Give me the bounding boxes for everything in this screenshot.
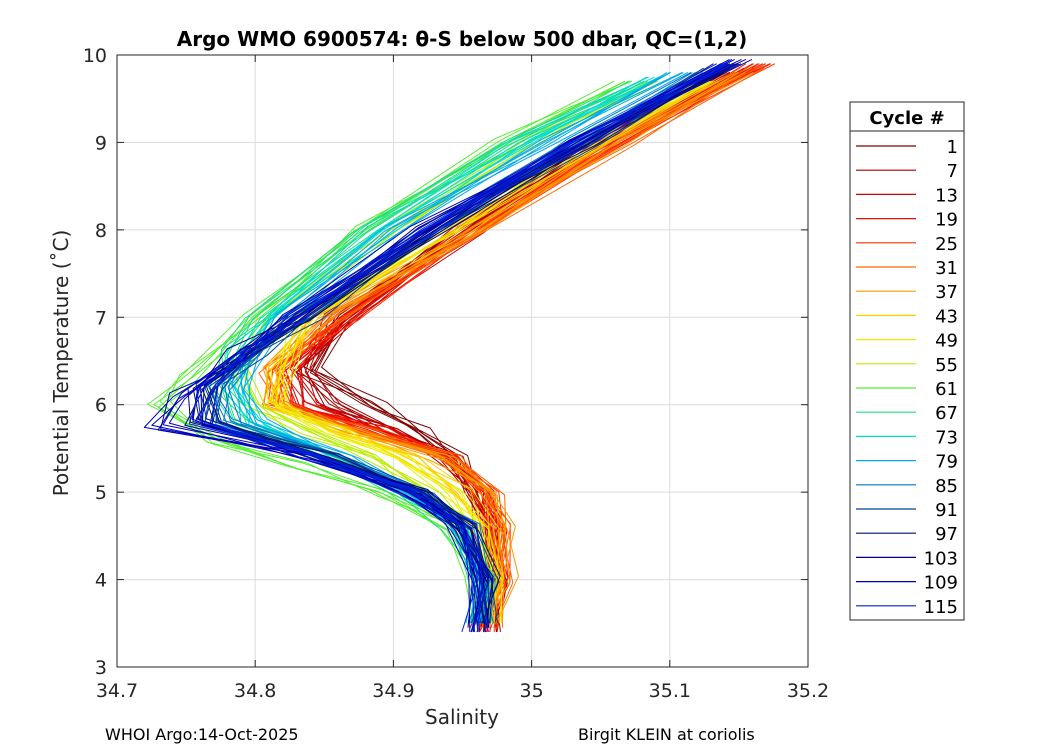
footer-author: Birgit KLEIN at coriolis bbox=[578, 725, 755, 744]
legend-label: 85 bbox=[935, 476, 958, 497]
series-line-cycle-61 bbox=[147, 80, 633, 624]
series-line-cycle-115 bbox=[195, 63, 725, 633]
legend: Cycle # 1 7 13 19 25 31 37 43 49 55 61 67 73 79 85 91 97… bbox=[849, 101, 965, 621]
legend-label: 31 bbox=[935, 258, 958, 279]
legend-title: Cycle # bbox=[869, 108, 944, 129]
legend-label: 1 bbox=[947, 137, 958, 158]
legend-label: 73 bbox=[935, 427, 958, 448]
legend-label: 61 bbox=[935, 379, 958, 400]
y-tick-label: 5 bbox=[95, 482, 107, 504]
series-line-cycle-13 bbox=[306, 67, 754, 628]
series-line-cycle-31 bbox=[278, 67, 752, 628]
x-tick-label: 35.2 bbox=[787, 680, 829, 702]
legend-label: 43 bbox=[935, 306, 958, 327]
x-axis-ticks: 34.7 34.8 34.9 35 35.1 35.2 bbox=[96, 55, 829, 702]
legend-label: 55 bbox=[935, 355, 958, 376]
legend-label: 37 bbox=[935, 282, 958, 303]
series-line-cycle-19 bbox=[285, 63, 771, 633]
grid bbox=[116, 54, 809, 668]
legend-label: 91 bbox=[935, 500, 958, 521]
series-line-cycle-43 bbox=[270, 80, 719, 624]
series-lines bbox=[143, 58, 776, 633]
footer-source: WHOI Argo:14-Oct-2025 bbox=[105, 725, 299, 744]
x-tick-label: 35 bbox=[520, 680, 544, 702]
legend-items: 1 7 13 19 25 31 37 43 49 55 61 67 73 79 85 91 97 103 109 11… bbox=[856, 137, 958, 618]
plot-frame bbox=[116, 54, 809, 668]
series-line-cycle-109 bbox=[151, 58, 735, 633]
series-line-cycle-25 bbox=[276, 63, 776, 633]
series-line-cycle-103 bbox=[200, 63, 735, 628]
legend-label: 19 bbox=[935, 210, 958, 231]
series-line-cycle-115 bbox=[194, 63, 726, 633]
series-line-cycle-1 bbox=[321, 72, 735, 633]
series-line-cycle-79 bbox=[237, 72, 668, 624]
series-line-cycle-79 bbox=[243, 72, 683, 624]
series-line-cycle-109 bbox=[168, 58, 742, 633]
legend-label: 115 bbox=[924, 597, 958, 618]
series-line-cycle-31 bbox=[271, 67, 765, 628]
series-line-cycle-109 bbox=[143, 58, 733, 633]
y-tick-label: 6 bbox=[95, 395, 107, 417]
series-line-cycle-43 bbox=[278, 80, 712, 624]
y-tick-label: 8 bbox=[95, 220, 107, 242]
chart-title: Argo WMO 6900574: θ-S below 500 dbar, QC… bbox=[177, 27, 747, 51]
legend-label: 109 bbox=[924, 573, 958, 594]
y-tick-label: 4 bbox=[95, 570, 107, 592]
legend-label: 79 bbox=[935, 452, 958, 473]
series-line-cycle-91 bbox=[203, 67, 704, 624]
series-line-cycle-49 bbox=[275, 80, 713, 624]
x-tick-label: 34.9 bbox=[372, 680, 414, 702]
series-line-cycle-115 bbox=[199, 63, 735, 633]
y-tick-label: 3 bbox=[95, 657, 107, 679]
series-line-cycle-37 bbox=[262, 72, 728, 624]
y-axis-label: Potential Temperature (˚C) bbox=[49, 230, 73, 497]
legend-label: 13 bbox=[935, 185, 958, 206]
y-axis-ticks: 3 4 5 6 7 8 9 10 bbox=[83, 45, 808, 679]
x-tick-label: 34.7 bbox=[96, 680, 138, 702]
series-line-cycle-13 bbox=[284, 67, 752, 628]
legend-label: 49 bbox=[935, 331, 958, 352]
series-line-cycle-37 bbox=[269, 72, 754, 624]
legend-label: 7 bbox=[947, 161, 958, 182]
y-tick-label: 10 bbox=[83, 45, 107, 67]
series-line-cycle-13 bbox=[296, 67, 762, 628]
series-line-cycle-109 bbox=[162, 58, 753, 633]
legend-label: 97 bbox=[935, 524, 958, 545]
legend-label: 67 bbox=[935, 403, 958, 424]
y-tick-label: 9 bbox=[95, 132, 107, 154]
x-tick-label: 34.8 bbox=[234, 680, 276, 702]
series-line-cycle-79 bbox=[249, 72, 671, 624]
series-line-cycle-115 bbox=[211, 63, 729, 633]
y-tick-label: 7 bbox=[95, 307, 107, 329]
legend-label: 25 bbox=[935, 234, 958, 255]
series-line-cycle-115 bbox=[199, 63, 717, 633]
x-axis-label: Salinity bbox=[425, 705, 499, 729]
x-tick-label: 35.1 bbox=[649, 680, 691, 702]
legend-label: 103 bbox=[924, 548, 958, 569]
series-line-cycle-7 bbox=[315, 72, 742, 628]
